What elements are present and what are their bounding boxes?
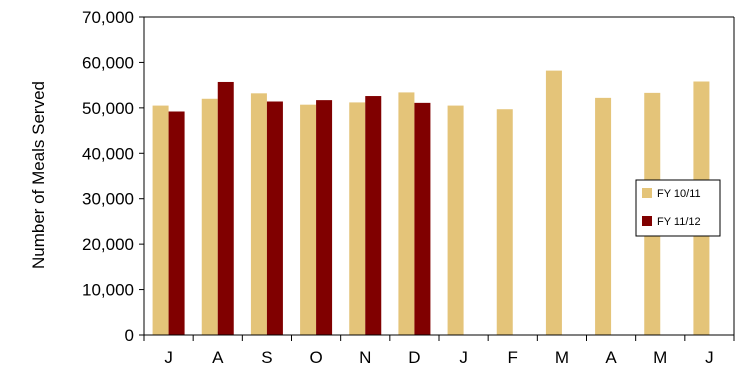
bars [152, 70, 710, 336]
y-tick-label: 60,000 [82, 53, 134, 72]
bar-fy1112 [217, 81, 234, 335]
bar-fy1112 [266, 101, 283, 335]
x-tick-label: A [212, 348, 224, 367]
x-tick-label: A [605, 348, 617, 367]
y-tick-label: 20,000 [82, 235, 134, 254]
x-tick-label: F [508, 348, 518, 367]
x-tick-label: N [359, 348, 371, 367]
x-tick-label: J [705, 348, 714, 367]
x-tick-label: M [555, 348, 569, 367]
bar-fy1112 [168, 111, 185, 336]
x-tick-label: M [653, 348, 667, 367]
bar-fy1011 [250, 93, 267, 335]
x-tick-label: D [408, 348, 420, 367]
legend: FY 10/11 FY 11/12 [635, 179, 721, 237]
legend-swatch [642, 216, 652, 226]
y-axis: 0 10,000 20,000 30,000 40,000 50,000 60,000 70,… [82, 8, 144, 345]
bar-fy1011 [152, 105, 169, 335]
x-tick-label: J [164, 348, 173, 367]
y-tick-label: 40,000 [82, 144, 134, 163]
bar-fy1112 [365, 96, 382, 335]
bar-fy1011 [496, 109, 513, 335]
y-tick-label: 0 [125, 326, 134, 345]
legend-swatch [642, 188, 652, 198]
bar-fy1112 [316, 100, 333, 336]
legend-label: FY 10/11 [657, 188, 701, 200]
bar-fy1011 [300, 104, 317, 335]
y-tick-label: 10,000 [82, 281, 134, 300]
y-tick-label: 50,000 [82, 99, 134, 118]
y-tick-label: 30,000 [82, 190, 134, 209]
legend-label: FY 11/12 [657, 216, 701, 228]
bar-fy1011 [201, 98, 218, 336]
bar-fy1011 [398, 92, 415, 335]
bar-fy1011 [447, 105, 464, 335]
y-axis-title: Number of Meals Served [29, 81, 48, 269]
bar-fy1011 [595, 97, 612, 335]
bar-fy1011 [349, 102, 366, 335]
y-tick-label: 70,000 [82, 8, 134, 27]
bar-fy1011 [545, 70, 562, 335]
x-tick-label: O [309, 348, 322, 367]
x-tick-label: S [261, 348, 272, 367]
x-tick-label: J [459, 348, 468, 367]
bar-fy1112 [414, 102, 431, 335]
